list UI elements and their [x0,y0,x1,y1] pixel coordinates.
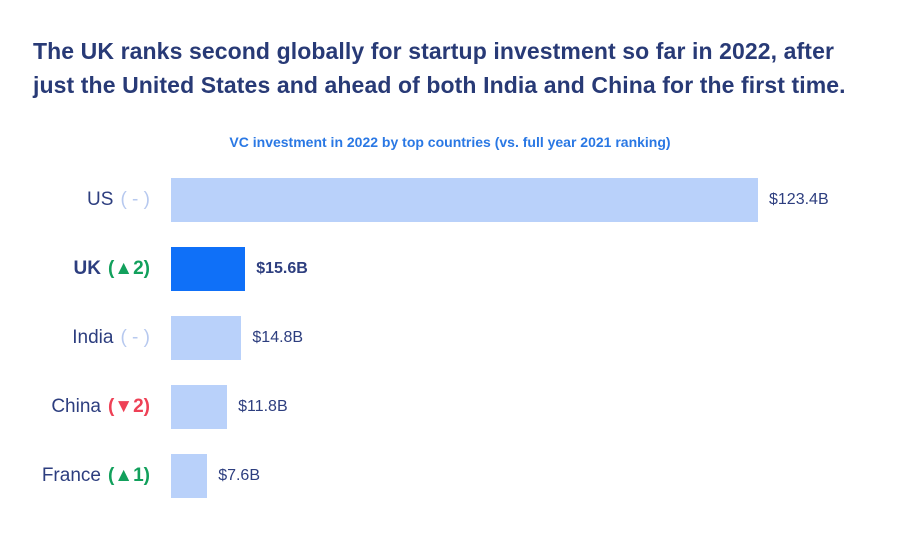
row-label: France (▲1) [0,465,150,487]
row-label: UK (▲2) [0,258,150,280]
bar [171,247,246,291]
bar-row: China (▼2) $11.8B [0,385,900,429]
value-label: $7.6B [218,467,260,484]
value-label: $15.6B [256,260,308,277]
bar-row: US ( - ) $123.4B [0,178,900,222]
rank-change-badge: (▲1) [107,465,150,486]
bar-row: France (▲1) $7.6B [0,454,900,498]
bar [171,454,208,498]
rank-change-badge: ( - ) [120,327,150,348]
rank-change-badge: ( - ) [120,189,150,210]
country-label: France [41,465,101,486]
bar [171,178,758,222]
country-label: China [51,396,101,417]
rank-change-badge: (▼2) [107,396,150,417]
bar [171,316,242,360]
bar-row: UK (▲2) $15.6B [0,247,900,291]
bar-chart: US ( - ) $123.4B UK (▲2) $15.6B India ( - )… [0,178,900,523]
chart-subtitle: VC investment in 2022 by top countries (… [229,134,671,150]
page-title: The UK ranks second globally for startup… [33,38,846,98]
rank-change-badge: (▲2) [107,258,150,279]
row-label: US ( - ) [0,189,150,211]
country-label: UK [73,258,101,279]
value-label: $14.8B [252,329,304,346]
value-label: $123.4B [769,191,829,208]
bar [171,385,228,429]
bar-row: India ( - ) $14.8B [0,316,900,360]
row-label: India ( - ) [0,327,150,349]
country-label: US [87,189,114,210]
row-label: China (▼2) [0,396,150,418]
country-label: India [72,327,114,348]
value-label: $11.8B [238,398,288,415]
